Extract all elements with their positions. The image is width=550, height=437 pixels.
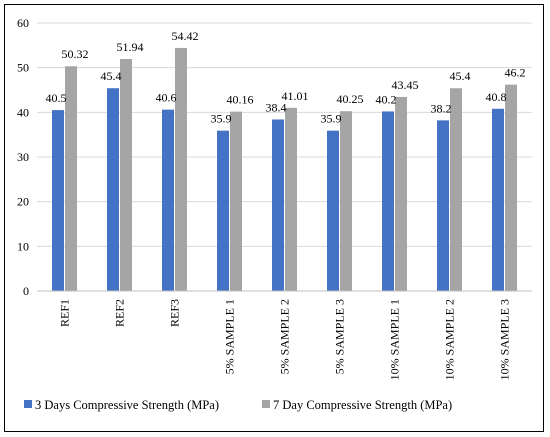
y-tick-label: 0	[23, 284, 29, 298]
bar	[450, 88, 462, 291]
bar	[505, 84, 517, 291]
bar	[107, 88, 119, 291]
data-label: 38.4	[266, 100, 287, 114]
data-label: 40.5	[46, 91, 67, 105]
x-tick-label: 10% SAMPLE 1	[388, 299, 402, 380]
data-label: 46.2	[505, 66, 526, 80]
data-label: 35.9	[211, 112, 232, 126]
bar	[395, 96, 407, 291]
category-labels: REF1 REF2 REF3 5% SAMPLE 1 5% SAMPLE 2 5% SAM…	[58, 299, 512, 380]
data-label: 38.2	[431, 101, 452, 115]
bar	[272, 119, 284, 291]
data-label: 45.4	[450, 69, 471, 83]
legend-swatch	[24, 400, 32, 408]
data-label: 40.8	[486, 90, 507, 104]
x-tick-label: 5% SAMPLE 2	[278, 299, 292, 374]
x-tick-label: 5% SAMPLE 3	[333, 299, 347, 374]
bar	[217, 130, 229, 291]
data-labels: 40.5 50.32 45.4 51.94 40.6 54.42 35.9 40.16 38.4…	[46, 29, 526, 126]
data-label: 40.2	[376, 92, 397, 106]
y-tick-label: 60	[17, 16, 29, 30]
data-label: 43.45	[392, 78, 419, 92]
y-tick-label: 10	[17, 239, 29, 253]
legend-entry: 3 Days Compressive Strength (MPa)	[35, 398, 219, 412]
bar	[175, 47, 187, 292]
bars	[52, 47, 517, 292]
data-label: 45.4	[101, 69, 122, 83]
x-tick-label: REF3	[168, 299, 182, 327]
bar	[327, 130, 339, 291]
x-tick-label: REF2	[113, 299, 127, 327]
gridlines	[37, 22, 532, 247]
y-tick-label: 50	[17, 61, 29, 75]
legend: 3 Days Compressive Strength (MPa) 7 Day C…	[24, 398, 452, 412]
bar	[285, 107, 297, 292]
bar	[162, 109, 174, 291]
data-label: 41.01	[282, 89, 309, 103]
bar	[437, 120, 449, 291]
data-label: 40.25	[337, 92, 364, 106]
y-axis-ticks: 0 10 20 30 40 50 60	[17, 16, 29, 298]
bar	[382, 111, 394, 291]
bar	[65, 66, 77, 291]
x-tick-label: 5% SAMPLE 1	[223, 299, 237, 374]
data-label: 40.6	[156, 91, 177, 105]
data-label: 51.94	[117, 40, 144, 54]
bar	[340, 111, 352, 291]
legend-swatch	[262, 400, 270, 408]
data-label: 50.32	[62, 47, 89, 61]
legend-entry: 7 Day Compressive Strength (MPa)	[273, 398, 452, 412]
y-tick-label: 20	[17, 195, 29, 209]
bar	[120, 59, 132, 291]
bar	[492, 108, 504, 291]
bar	[230, 111, 242, 291]
x-tick-label: 10% SAMPLE 3	[498, 299, 512, 380]
bar	[52, 110, 64, 291]
data-label: 40.16	[227, 93, 254, 107]
data-label: 54.42	[172, 29, 199, 43]
x-tick-label: 10% SAMPLE 2	[443, 299, 457, 380]
y-tick-label: 30	[17, 150, 29, 164]
x-tick-label: REF1	[58, 299, 72, 327]
y-tick-label: 40	[17, 105, 29, 119]
data-label: 35.9	[321, 112, 342, 126]
